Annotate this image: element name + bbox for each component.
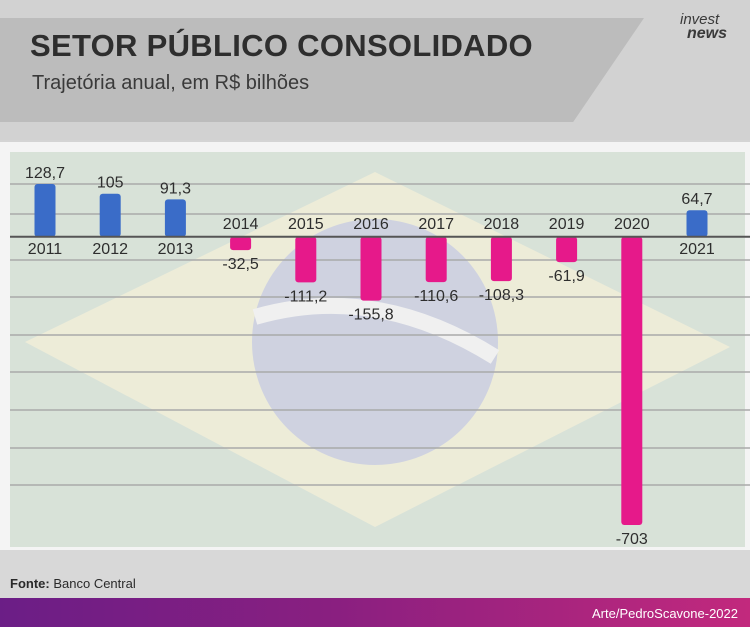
logo-text-top: invest [680, 11, 720, 28]
value-label-2019: -61,9 [548, 268, 585, 285]
value-label-2017: -110,6 [414, 288, 458, 305]
bar-2020 [621, 236, 643, 525]
tick-label-2017: 2017 [418, 216, 454, 233]
bar-2021 [686, 210, 708, 237]
tick-label-2011: 2011 [28, 241, 63, 258]
footer-band [0, 550, 750, 598]
value-label-2013: 91,3 [160, 180, 191, 197]
value-label-2018: -108,3 [479, 287, 524, 304]
bar-2011 [34, 184, 56, 237]
value-label-2015: -111,2 [284, 288, 327, 305]
value-label-2011: 128,7 [25, 165, 65, 182]
chart-area: 128,7 2011 105 2012 91,3 2013 -32,5 2014 -111,2 2… [0, 142, 750, 550]
chart-subtitle: Trajetória anual, em R$ bilhões [32, 72, 310, 94]
bar-2013 [164, 199, 186, 237]
bar-2019 [556, 236, 578, 263]
tick-label-2019: 2019 [549, 216, 585, 233]
tick-label-2013: 2013 [158, 241, 194, 258]
investnews-logo: invest news [680, 11, 742, 44]
value-label-2020: -703 [616, 531, 648, 548]
source-label: Fonte: [10, 576, 50, 591]
tick-label-2015: 2015 [288, 216, 324, 233]
bar-2016 [360, 236, 382, 301]
bottom-bar [0, 598, 750, 627]
bar-2012 [99, 193, 121, 237]
tick-label-2018: 2018 [484, 216, 520, 233]
logo-text-bottom: news [687, 25, 728, 42]
credit-text: Arte/PedroScavone-2022 [592, 606, 738, 621]
value-label-2016: -155,8 [348, 307, 393, 324]
value-label-2012: 105 [97, 175, 124, 192]
header-card [0, 18, 644, 122]
tick-label-2020: 2020 [614, 216, 650, 233]
value-label-2014: -32,5 [222, 256, 259, 273]
bar-2014 [230, 236, 252, 251]
bar-2017 [425, 236, 447, 283]
value-label-2021: 64,7 [681, 191, 712, 208]
tick-label-2021: 2021 [679, 241, 715, 258]
source-value: Banco Central [53, 576, 136, 591]
bar-2015 [295, 236, 317, 283]
tick-label-2016: 2016 [353, 216, 389, 233]
source-note: Fonte: Banco Central [10, 576, 136, 591]
tick-label-2012: 2012 [92, 241, 128, 258]
flag-band [252, 297, 500, 364]
chart-title: SETOR PÚBLICO CONSOLIDADO [30, 28, 533, 63]
bar-chart: 128,7 2011 105 2012 91,3 2013 -32,5 2014 -111,2 2… [10, 165, 750, 548]
tick-label-2014: 2014 [223, 216, 259, 233]
bar-2018 [490, 236, 512, 282]
